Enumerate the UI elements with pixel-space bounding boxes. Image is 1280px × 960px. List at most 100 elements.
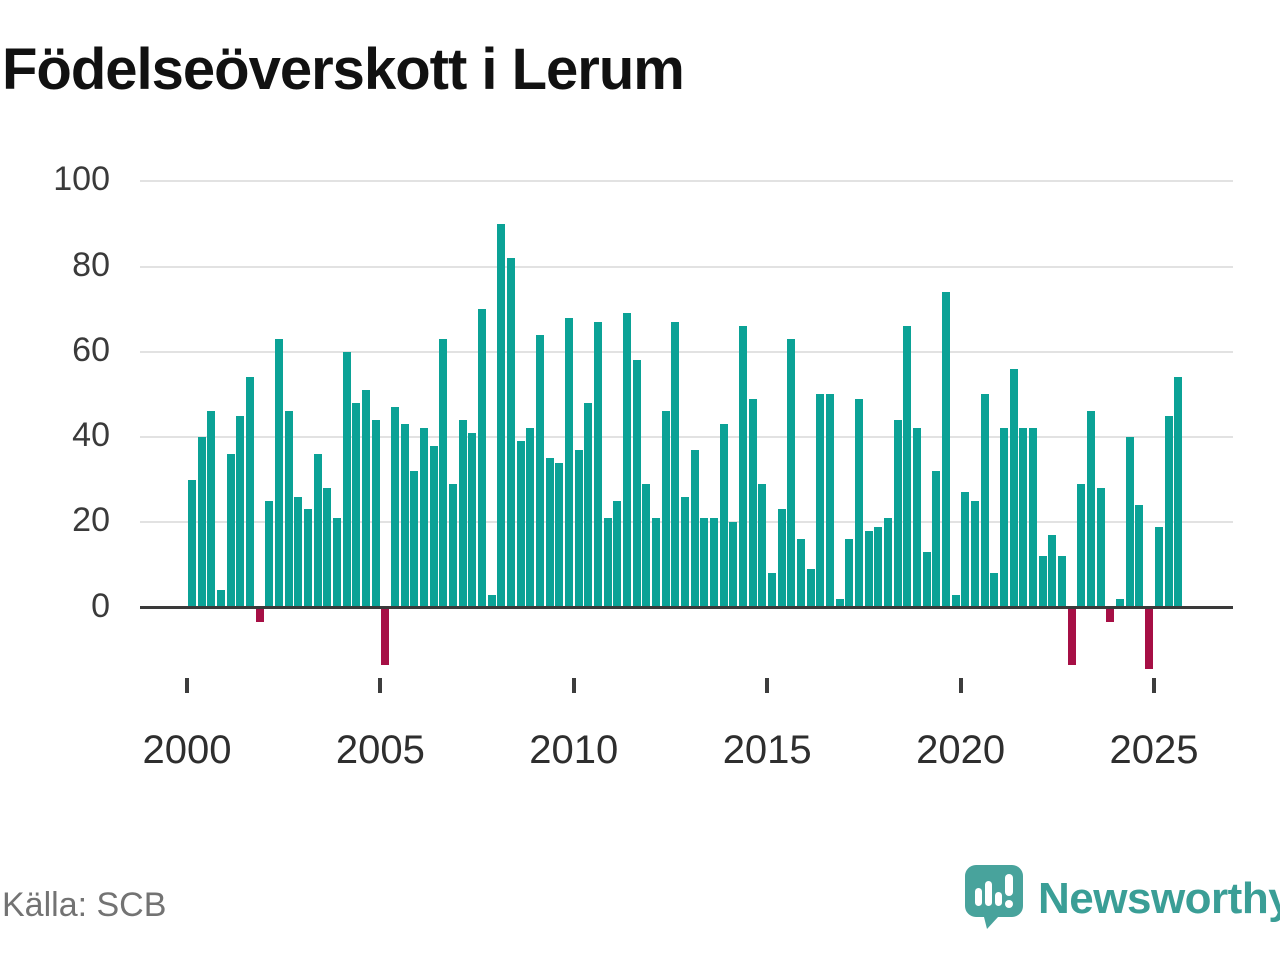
y-axis-tick-label: 80 (72, 245, 110, 284)
bar (246, 377, 254, 608)
bar (633, 360, 641, 608)
bar (1126, 437, 1134, 608)
bar (555, 462, 563, 608)
x-axis-tick (958, 678, 963, 693)
bar (323, 488, 331, 608)
bar (546, 458, 554, 608)
bar (865, 530, 873, 608)
x-axis-tick-label: 2005 (335, 728, 425, 772)
bar (923, 552, 931, 608)
bar (671, 321, 679, 608)
bar (749, 398, 757, 608)
bar (652, 517, 660, 608)
bar (468, 432, 476, 608)
x-axis-tick (378, 678, 383, 693)
bar (981, 394, 989, 608)
bar (217, 590, 225, 608)
bar (903, 326, 911, 608)
bar (952, 594, 960, 608)
bar (913, 428, 921, 608)
bar (294, 496, 302, 608)
bar (236, 415, 244, 608)
bar (845, 539, 853, 608)
bar (507, 258, 515, 608)
x-axis-line (140, 606, 1233, 609)
bar (391, 407, 399, 608)
bar (1077, 483, 1085, 608)
bar (1048, 535, 1056, 608)
bar (1135, 505, 1143, 608)
gridline (140, 436, 1233, 439)
newsworthy-speech-bubble-chart-icon (962, 862, 1026, 935)
source-note: Källa: SCB (2, 886, 167, 924)
bar (575, 449, 583, 608)
x-axis-tick-label: 2000 (142, 728, 232, 772)
bar (758, 483, 766, 608)
bar (961, 492, 969, 608)
bar (304, 509, 312, 608)
newsworthy-logo: Newsworthy (962, 862, 1280, 935)
bar (1029, 428, 1037, 608)
bar (478, 309, 486, 608)
bar (488, 594, 496, 608)
bar (256, 607, 264, 623)
bar (1106, 607, 1114, 623)
x-axis-tick (765, 678, 770, 693)
bar (807, 569, 815, 608)
bar (932, 471, 940, 608)
bar (265, 500, 273, 608)
bar (836, 598, 844, 608)
bar (623, 313, 631, 608)
bar (352, 402, 360, 608)
bar (372, 419, 380, 608)
bar (691, 449, 699, 608)
bar (420, 428, 428, 608)
bar (536, 334, 544, 608)
bar (739, 326, 747, 608)
bar (710, 517, 718, 608)
bar (1068, 607, 1076, 665)
y-axis-tick-label: 60 (72, 330, 110, 369)
bar (207, 411, 215, 608)
bar (497, 223, 505, 608)
bar (1155, 526, 1163, 608)
bar (1039, 556, 1047, 608)
bar (381, 607, 389, 665)
bar (613, 500, 621, 608)
bar (362, 390, 370, 608)
y-axis-tick-label: 40 (72, 416, 110, 455)
bar (990, 573, 998, 608)
chart-title: Födelseöverskott i Lerum (2, 37, 685, 102)
bar (459, 419, 467, 608)
bar (401, 424, 409, 608)
bar (1087, 411, 1095, 608)
bar (874, 526, 882, 608)
bar (1174, 377, 1182, 608)
bar (778, 509, 786, 608)
bar (275, 338, 283, 608)
bar (1116, 598, 1124, 608)
x-axis-tick (185, 678, 189, 693)
y-axis-tick-label: 100 (53, 160, 110, 199)
bar (1165, 415, 1173, 608)
bar (662, 411, 670, 608)
bar (855, 398, 863, 608)
bar (565, 317, 573, 608)
bar (584, 402, 592, 608)
y-axis-tick-label: 0 (91, 586, 110, 625)
bar (227, 454, 235, 608)
bar (343, 351, 351, 608)
bar (681, 496, 689, 608)
x-axis-tick-label: 2010 (529, 728, 619, 772)
bar (720, 424, 728, 608)
x-axis-tick-label: 2020 (916, 728, 1006, 772)
bar (729, 522, 737, 608)
bar (1058, 556, 1066, 608)
newsworthy-logo-text: Newsworthy (1038, 873, 1280, 923)
bar (816, 394, 824, 608)
bar (1000, 428, 1008, 608)
bar (410, 471, 418, 608)
bar (333, 517, 341, 608)
bar (1145, 607, 1153, 670)
bar (700, 517, 708, 608)
